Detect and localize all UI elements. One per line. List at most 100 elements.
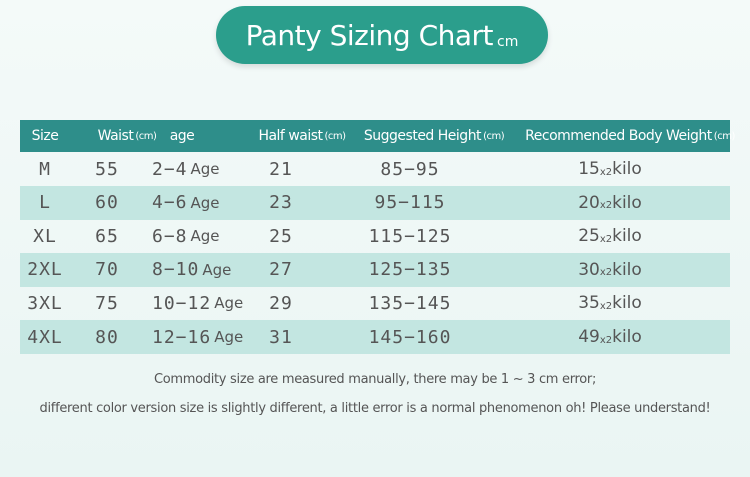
size: XL (33, 225, 57, 247)
half-waist: 23 (269, 192, 293, 214)
age-range: 8−10 (152, 259, 200, 281)
age-unit: Age (214, 328, 244, 346)
cell: 75 (95, 286, 119, 320)
age-unit: Age (190, 227, 220, 246)
cell c: 25 x2 kilo (578, 219, 642, 253)
cell: 31 (269, 320, 293, 354)
cell: 21 (269, 152, 293, 186)
height: 95−115 (374, 192, 446, 214)
cell: L (39, 186, 51, 220)
cell: 10−12 Age (152, 286, 243, 320)
header-label: Recommended Body Weight (525, 128, 712, 144)
header-cell: Suggested Height (cm) (363, 120, 505, 152)
header-unit: (cm) (713, 130, 736, 142)
weight: 25 (578, 226, 600, 247)
age-unit: Age (202, 260, 232, 279)
weight-multiplier: x2 (599, 166, 613, 178)
half-waist: 21 (269, 158, 293, 180)
age-range: 2−4 (152, 158, 188, 180)
size: M (39, 158, 51, 180)
cell: 135−145 (369, 286, 452, 320)
header-cell: Size (32, 120, 59, 152)
weight-unit: kilo (612, 226, 642, 247)
cell: XL (33, 219, 57, 253)
age-unit: Age (190, 193, 220, 212)
cell: 145−160 (369, 320, 452, 354)
cell c: 49 x2 kilo (578, 320, 642, 354)
cell: 65 (95, 219, 119, 253)
header-label: Size (31, 128, 59, 144)
height: 145−160 (368, 326, 452, 348)
header-cell: Waist (cm) (98, 120, 157, 152)
header-unit: (cm) (324, 130, 347, 142)
height: 115−125 (368, 225, 452, 247)
weight: 15 (578, 159, 600, 179)
size: 4XL (27, 326, 63, 348)
title-unit: cm (497, 34, 519, 50)
waist: 60 (95, 192, 119, 214)
weight-multiplier: x2 (599, 300, 613, 312)
note: Commodity size are measured manually, th… (153, 372, 597, 387)
cell: 29 (269, 286, 293, 320)
cell: 85−95 (380, 152, 439, 186)
header-label: Suggested Height (363, 128, 482, 144)
weight-multiplier: x2 (599, 267, 613, 279)
height: 85−95 (380, 158, 440, 180)
half-waist: 31 (269, 326, 293, 348)
cell c: 20 x2 kilo (578, 186, 642, 220)
weight: 49 (578, 327, 600, 347)
age-range: 12−16 (152, 326, 212, 348)
table-row: M 55 2−4 Age 21 85−95 15 x2 kilo (20, 152, 730, 186)
weight: 35 (578, 293, 600, 314)
cell c: 30 x2 kilo (578, 253, 642, 287)
weight-unit: kilo (612, 293, 642, 314)
cell: 115−125 (369, 219, 452, 253)
table-row: XL 65 6−8 Age 25 115−125 25 x2 kilo (20, 219, 730, 253)
header-row: Size Waist (cm) age Half waist (cm) Suggested … (20, 120, 735, 152)
cell: M (39, 152, 51, 186)
age-range: 6−8 (152, 225, 188, 247)
weight-multiplier: x2 (599, 334, 613, 346)
header-cell: Half waist (cm) (258, 120, 347, 152)
height: 125−135 (368, 259, 452, 281)
cell: 95−115 (374, 186, 445, 220)
cell: 6−8 Age (152, 219, 220, 253)
header-cell: Recommended Body Weight (cm) (525, 120, 735, 152)
weight-multiplier: x2 (599, 233, 613, 245)
weight-unit: kilo (612, 259, 642, 280)
header-unit: (cm) (135, 130, 157, 142)
table-row: 3XL 75 10−12 Age 29 135−145 35 x2 kilo (20, 286, 730, 320)
header-label: Half waist (258, 128, 323, 144)
half-waist: 25 (269, 225, 293, 247)
weight-multiplier: x2 (599, 200, 613, 212)
weight-unit: kilo (612, 159, 642, 179)
cell: 60 (95, 186, 119, 220)
weight-unit: kilo (612, 192, 642, 213)
weight-unit: kilo (612, 327, 642, 347)
waist: 75 (95, 292, 119, 314)
title-badge: Panty Sizing Chart cm (216, 6, 548, 64)
cell: 55 (95, 152, 119, 186)
weight: 20 (578, 192, 600, 213)
size: L (39, 192, 51, 214)
age-range: 4−6 (152, 192, 188, 214)
cell: 25 (269, 219, 293, 253)
header-unit: (cm) (483, 130, 505, 142)
age-range: 10−12 (152, 292, 212, 314)
cell: 3XL (27, 286, 63, 320)
note: different color version size is slightly… (39, 401, 711, 416)
cell: 2XL (27, 253, 63, 287)
header-label: age (169, 128, 195, 144)
header-label: Waist (97, 128, 134, 144)
table-row: L 60 4−6 Age 23 95−115 20 x2 kilo (20, 185, 730, 220)
cell c: 15 x2 kilo (578, 152, 642, 186)
cell: 8−10 Age (152, 253, 231, 287)
cell: 12−16 Age (152, 320, 243, 354)
cell c: 35 x2 kilo (578, 286, 642, 320)
age-unit: Age (214, 294, 244, 313)
waist: 80 (95, 326, 119, 348)
weight: 30 (578, 259, 600, 280)
cell: 27 (269, 253, 293, 287)
waist: 55 (95, 158, 119, 180)
